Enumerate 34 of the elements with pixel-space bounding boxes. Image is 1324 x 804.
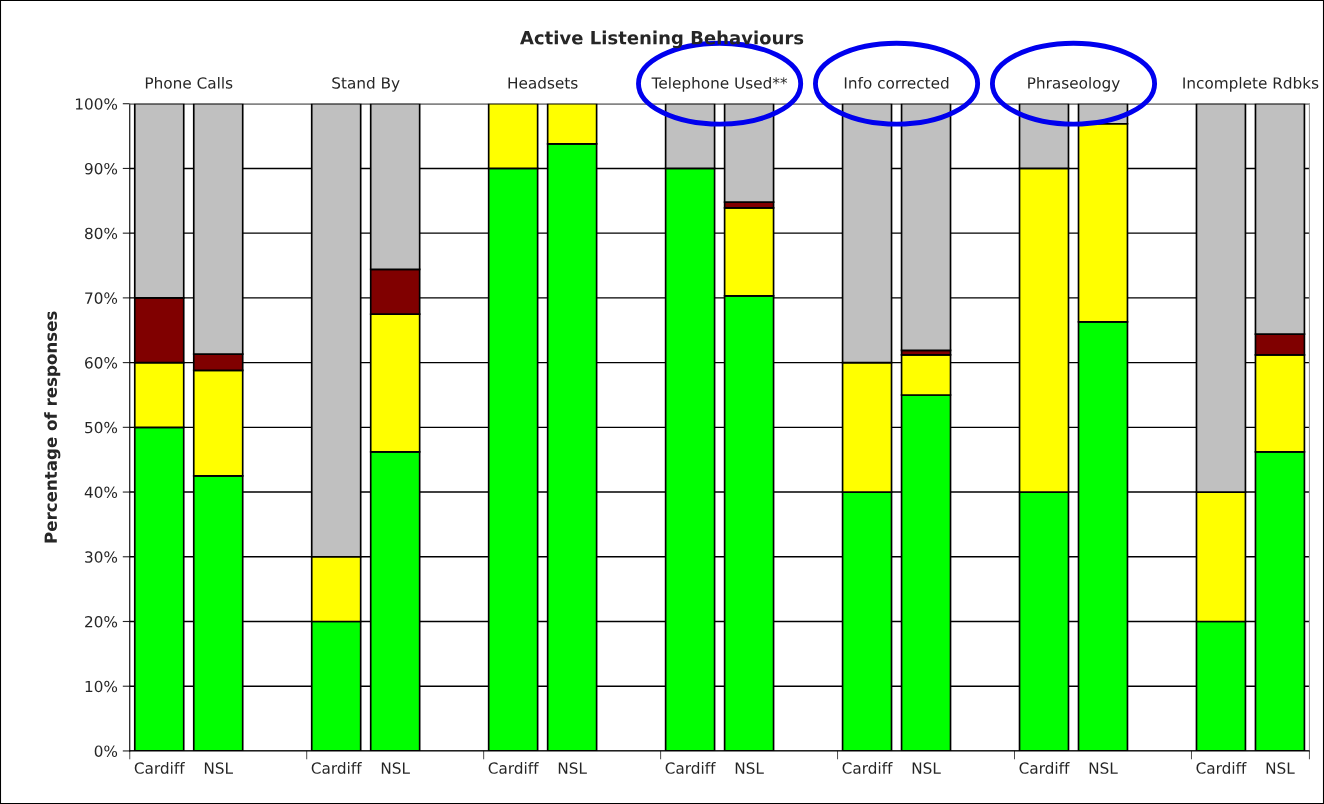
- x-tick-label: NSL: [1089, 762, 1118, 774]
- x-tick-label: NSL: [204, 762, 233, 774]
- text: Stand By: [332, 76, 400, 92]
- y-axis-title: Percentage of responses: [44, 311, 61, 543]
- y-tick-label: 40%: [84, 486, 118, 499]
- text: Incomplete Rdbks: [1183, 76, 1319, 92]
- y-tick-label: 70%: [85, 292, 118, 304]
- x-tick-label: Cardiff: [488, 762, 539, 774]
- y-tick-label: 100%: [75, 98, 118, 110]
- text: Phone Calls: [145, 76, 233, 89]
- y-tick-label: 20%: [85, 615, 118, 628]
- x-tick-label: Cardiff: [1196, 762, 1247, 774]
- x-tick-label: NSL: [735, 762, 764, 774]
- x-tick-label: NSL: [912, 762, 941, 774]
- y-tick-label: 50%: [85, 421, 118, 434]
- x-tick-label: Cardiff: [842, 762, 893, 774]
- y-tick-label: 10%: [85, 680, 118, 693]
- x-tick-label: NSL: [1266, 762, 1295, 774]
- text: Headsets: [508, 76, 578, 89]
- x-tick-label: Cardiff: [1019, 762, 1070, 774]
- x-tick-label: NSL: [381, 762, 410, 774]
- x-tick-label: Cardiff: [134, 762, 185, 774]
- y-tick-label: 60%: [85, 357, 118, 369]
- x-tick-label: NSL: [558, 762, 587, 774]
- text: Telephone Used**: [651, 76, 788, 92]
- y-tick-label: 80%: [85, 227, 118, 240]
- chart-title: Active Listening Behaviours: [520, 30, 804, 49]
- text: Info corrected: [844, 76, 949, 89]
- text: Phraseology: [1028, 76, 1120, 92]
- x-tick-label: Cardiff: [311, 762, 362, 774]
- x-tick-label: Cardiff: [665, 762, 716, 774]
- y-tick-label: 90%: [84, 162, 118, 175]
- y-tick-label: 0%: [94, 745, 118, 757]
- y-tick-label: 30%: [85, 551, 118, 563]
